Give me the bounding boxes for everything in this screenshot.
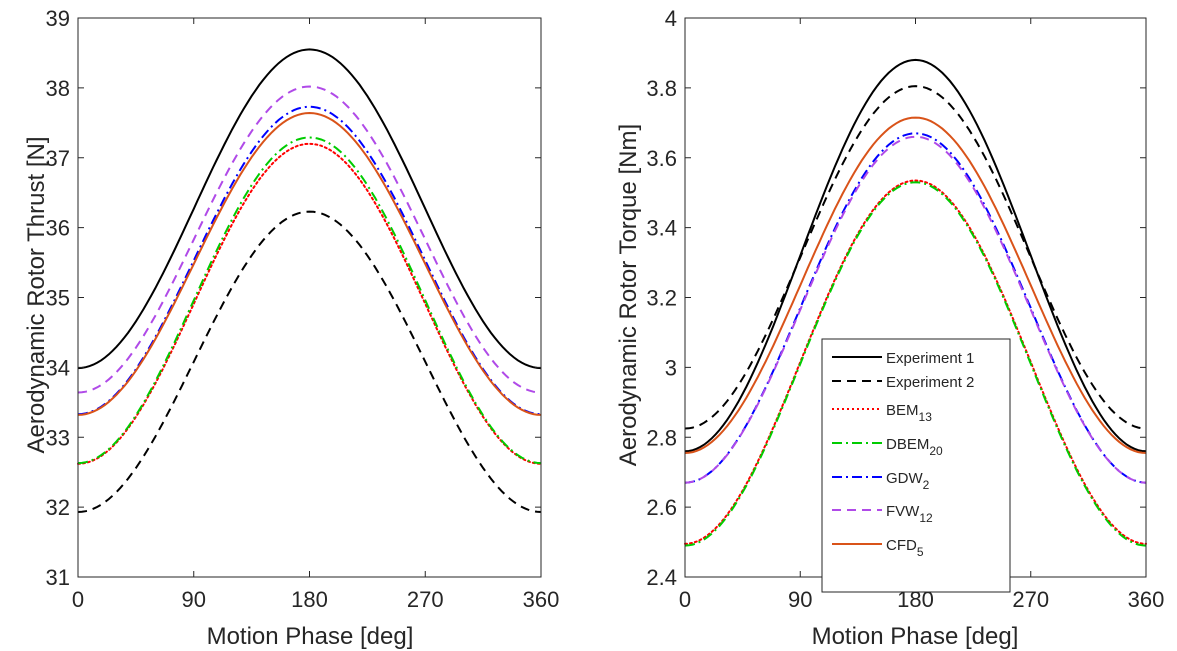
thrust-x-tick-label: 90 — [182, 587, 206, 612]
thrust-y-tick-label: 39 — [46, 6, 70, 31]
legend-label: GDW2 — [886, 470, 930, 492]
thrust-x-tick-label: 270 — [407, 587, 444, 612]
torque-x-tick-label: 90 — [788, 587, 812, 612]
legend-label-subscript: 20 — [929, 444, 943, 458]
legend-label-base: Experiment 2 — [886, 374, 974, 391]
torque-y-tick-label: 2.8 — [646, 425, 677, 450]
torque-y-tick-label: 3.4 — [646, 216, 677, 241]
torque-y-tick-label: 3 — [665, 355, 677, 380]
torque-y-tick-label: 2.4 — [646, 565, 677, 590]
torque-series-fvw12 — [684, 135, 1147, 484]
thrust-series-cfd5 — [77, 111, 542, 416]
legend-label: BEM13 — [886, 402, 932, 424]
torque-x-tick-label: 360 — [1128, 587, 1165, 612]
legend-label-base: CFD — [886, 537, 917, 554]
torque-y-tick-label: 3.8 — [646, 76, 677, 101]
thrust-y-tick-label: 32 — [46, 495, 70, 520]
legend-label-subscript: 12 — [919, 511, 933, 525]
legend-label-base: Experiment 1 — [886, 350, 974, 367]
thrust-x-axis-label: Motion Phase [deg] — [207, 623, 414, 650]
thrust-x-tick-label: 180 — [291, 587, 328, 612]
thrust-series-experiment-1 — [77, 48, 542, 370]
thrust-series-gdw2 — [77, 105, 542, 416]
legend-label-subscript: 5 — [917, 545, 924, 559]
thrust-y-tick-label: 35 — [46, 286, 70, 311]
legend-label-subscript: 2 — [923, 478, 930, 492]
thrust-y-tick-label: 37 — [46, 146, 70, 171]
torque-series-experiment-1 — [684, 58, 1147, 453]
legend-label-subscript: 13 — [919, 410, 933, 424]
thrust-y-tick-label: 34 — [46, 355, 70, 380]
torque-chart: Motion Phase [deg] Aerodynamic Rotor Tor… — [615, 6, 1164, 650]
torque-y-tick-label: 3.6 — [646, 146, 677, 171]
thrust-series-experiment-2 — [77, 210, 542, 513]
thrust-y-tick-label: 38 — [46, 76, 70, 101]
legend-label-base: BEM — [886, 402, 919, 419]
legend-label-base: FVW — [886, 503, 920, 520]
thrust-series-fvw12 — [77, 85, 542, 394]
thrust-y-tick-label: 31 — [46, 565, 70, 590]
legend-label: FVW12 — [886, 503, 933, 525]
legend-label-base: GDW — [886, 470, 924, 487]
torque-y-axis-label: Aerodynamic Rotor Torque [Nm] — [615, 124, 642, 466]
legend-label: DBEM20 — [886, 436, 943, 458]
torque-y-tick-label: 2.6 — [646, 495, 677, 520]
thrust-y-axis-label: Aerodynamic Rotor Thrust [N] — [23, 136, 50, 453]
torque-series-dbem20 — [684, 181, 1147, 547]
thrust-chart: Motion Phase [deg] Aerodynamic Rotor Thr… — [23, 6, 559, 650]
thrust-x-tick-label: 360 — [523, 587, 560, 612]
torque-series-experiment-2 — [684, 85, 1147, 430]
thrust-axes-box — [77, 17, 542, 578]
legend-label-base: DBEM — [886, 436, 929, 453]
legend-label: Experiment 1 — [886, 350, 974, 367]
torque-series-cfd5 — [684, 116, 1147, 454]
legend-label: Experiment 2 — [886, 374, 974, 391]
legend-label: CFD5 — [886, 537, 924, 559]
torque-y-tick-label: 3.2 — [646, 286, 677, 311]
thrust-y-tick-label: 36 — [46, 216, 70, 241]
thrust-y-tick-label: 33 — [46, 425, 70, 450]
torque-y-tick-label: 4 — [665, 6, 677, 31]
torque-x-tick-label: 0 — [679, 587, 691, 612]
torque-x-tick-label: 270 — [1012, 587, 1049, 612]
thrust-x-tick-label: 0 — [72, 587, 84, 612]
torque-x-axis-label: Motion Phase [deg] — [812, 623, 1019, 650]
